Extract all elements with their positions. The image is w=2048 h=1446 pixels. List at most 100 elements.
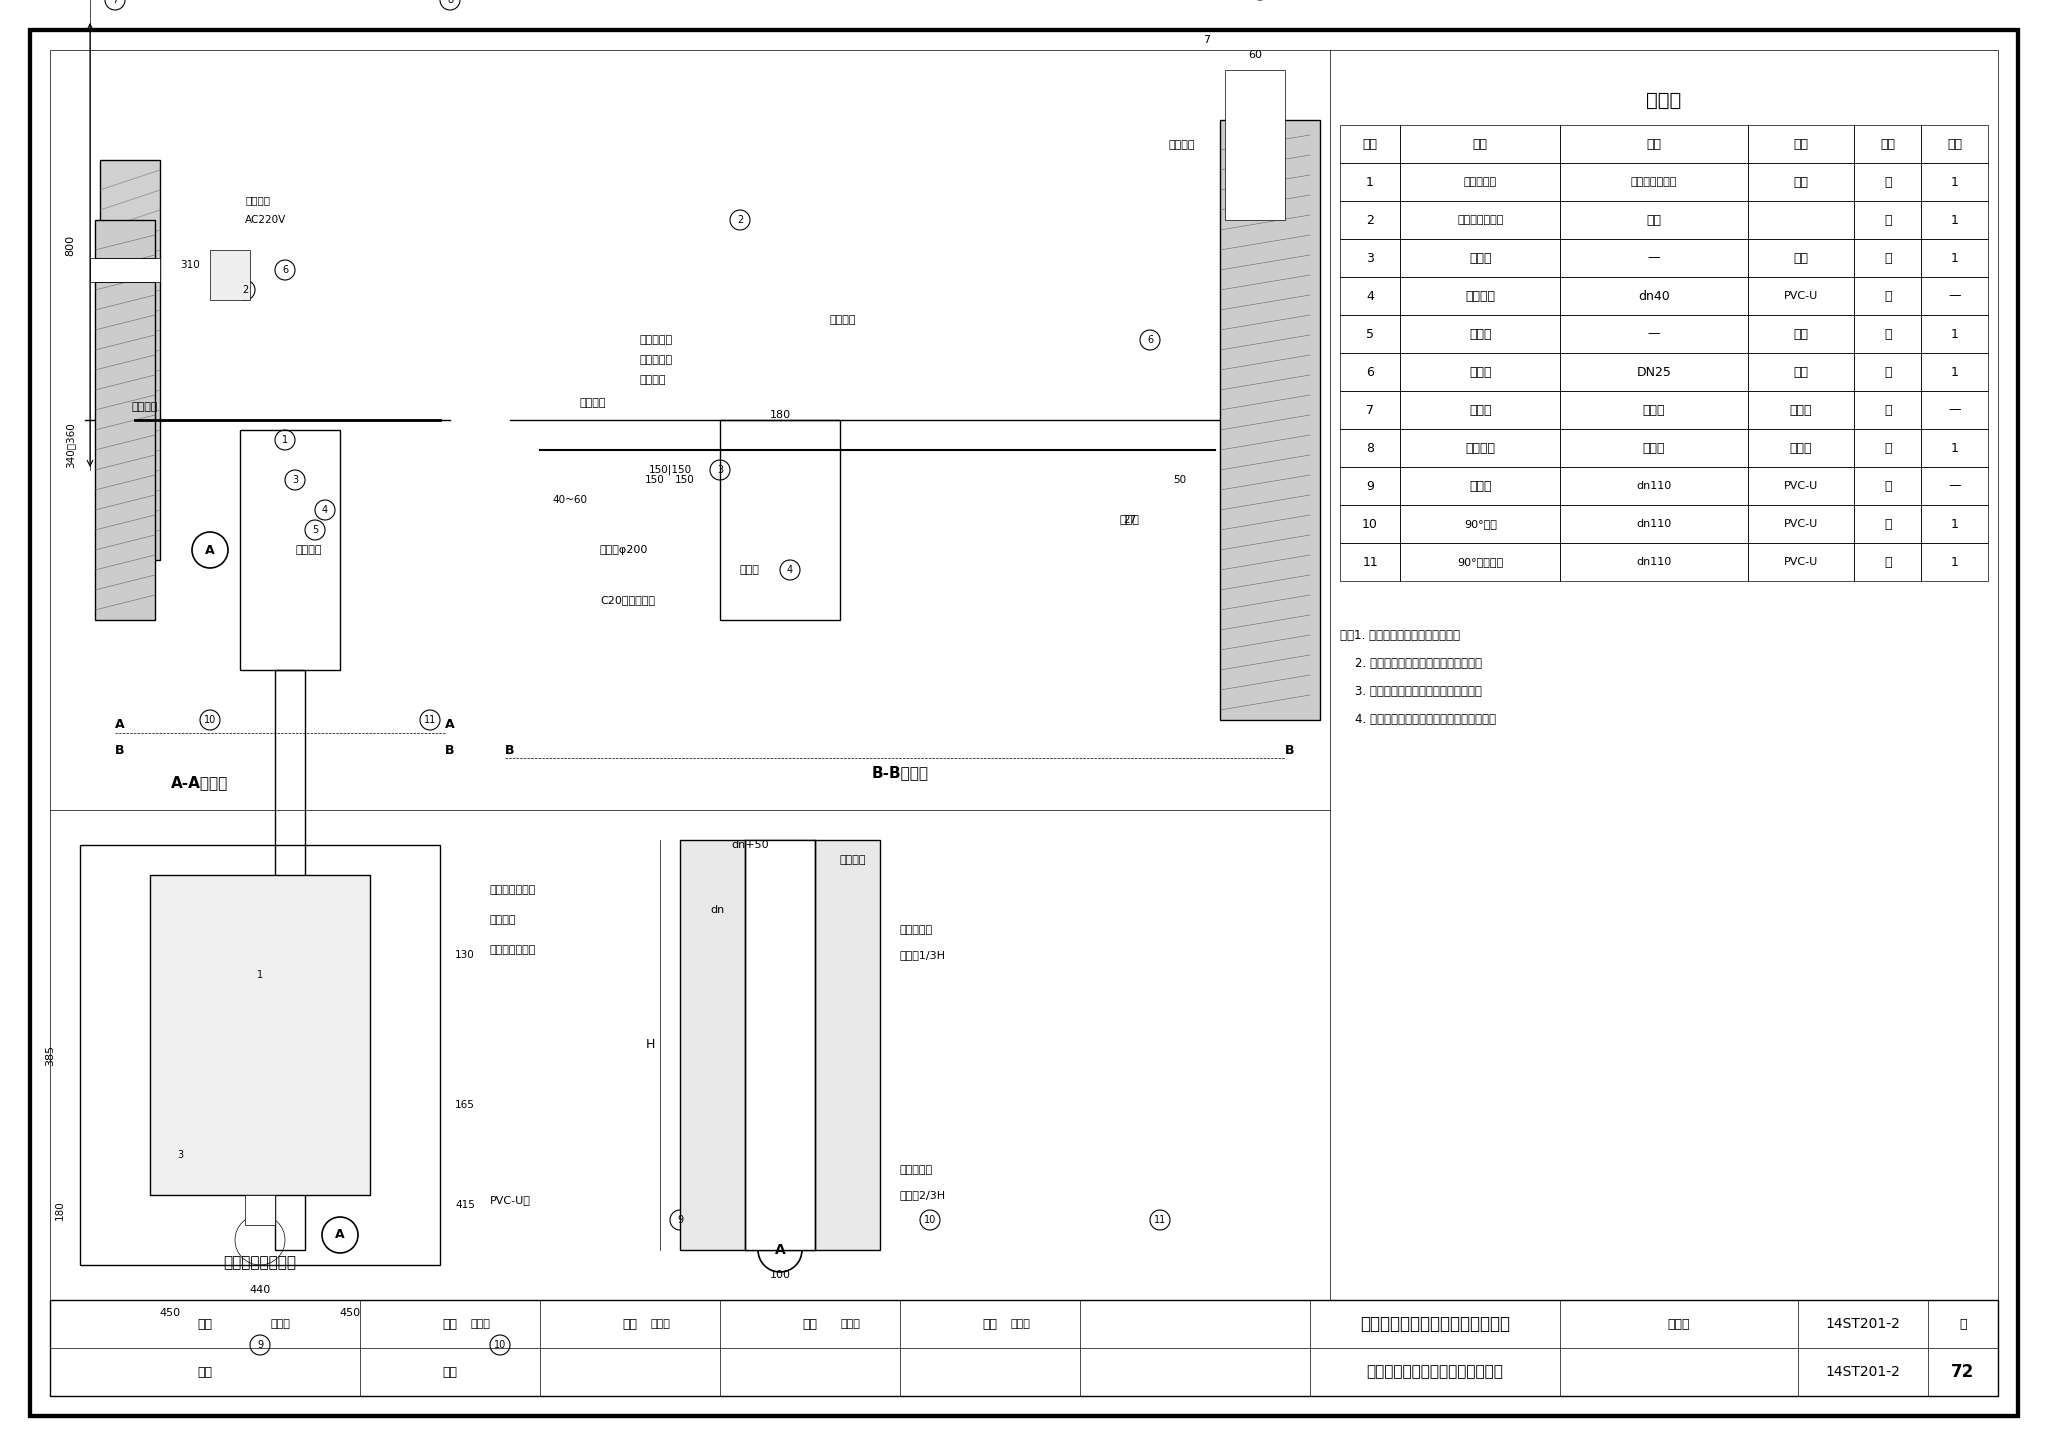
Bar	[1921, 390, 1989, 429]
Text: B: B	[506, 743, 514, 756]
Text: dn110: dn110	[1636, 482, 1671, 492]
Bar	[1853, 390, 1921, 429]
Text: 150|150: 150|150	[649, 464, 692, 476]
Text: 规格: 规格	[1647, 137, 1661, 150]
Text: 1: 1	[1950, 441, 1958, 454]
Bar	[1747, 353, 1853, 390]
Text: 3: 3	[293, 474, 299, 484]
Text: 1: 1	[1950, 555, 1958, 568]
Text: 郭俊荣: 郭俊荣	[270, 1319, 291, 1329]
Text: 钢筋混凝土楼板: 钢筋混凝土楼板	[489, 946, 537, 954]
Bar	[80, 844, 440, 1265]
Text: 385: 385	[45, 1044, 55, 1066]
Bar	[1401, 429, 1561, 467]
Text: 2: 2	[737, 215, 743, 226]
Bar	[1561, 429, 1747, 467]
Text: —: —	[1948, 289, 1960, 302]
Text: 止水翼环: 止水翼环	[840, 855, 866, 865]
Bar	[1401, 315, 1561, 353]
Bar	[1561, 315, 1747, 353]
Text: 10: 10	[205, 714, 217, 724]
Bar	[1561, 124, 1747, 163]
Text: 隔污器: 隔污器	[1468, 327, 1491, 340]
Bar	[1747, 505, 1853, 544]
Text: 440: 440	[250, 1285, 270, 1296]
Text: 3: 3	[717, 466, 723, 474]
Text: 2. 冷水管明装或暗装形式由设计确定。: 2. 冷水管明装或暗装形式由设计确定。	[1339, 656, 1483, 669]
Text: 材料: 材料	[1794, 137, 1808, 150]
Text: A: A	[115, 719, 125, 732]
Text: 8: 8	[446, 0, 453, 4]
Text: 米: 米	[1884, 480, 1892, 493]
Text: 10: 10	[924, 1215, 936, 1225]
Bar	[1921, 353, 1989, 390]
Bar	[1853, 505, 1921, 544]
Text: —: —	[1948, 480, 1960, 493]
Text: 排水管: 排水管	[1468, 480, 1491, 493]
Text: 90°顺水三通: 90°顺水三通	[1458, 557, 1503, 567]
Text: 1: 1	[1950, 214, 1958, 227]
Bar	[1401, 278, 1561, 315]
Text: C20细石混凝土: C20细石混凝土	[600, 594, 655, 604]
Text: 郁信刚: 郁信刚	[471, 1319, 489, 1329]
Text: 450: 450	[160, 1309, 180, 1317]
Text: 180: 180	[770, 411, 791, 419]
Text: 50: 50	[1174, 474, 1186, 484]
Bar	[1747, 467, 1853, 505]
Text: 蹲式大便器: 蹲式大便器	[1464, 176, 1497, 187]
Text: A: A	[336, 1229, 344, 1242]
Text: 6: 6	[283, 265, 289, 275]
Ellipse shape	[211, 1074, 309, 1155]
Text: PVC-U管: PVC-U管	[489, 1194, 530, 1205]
Bar	[1561, 467, 1747, 505]
Text: 1: 1	[256, 970, 262, 980]
Text: 审核: 审核	[197, 1365, 213, 1378]
Text: 审定: 审定	[442, 1365, 457, 1378]
Bar	[1853, 239, 1921, 278]
Bar	[240, 429, 340, 669]
Text: 冷水管: 冷水管	[1468, 403, 1491, 416]
Text: 1: 1	[1950, 366, 1958, 379]
Text: A-A剖面图: A-A剖面图	[172, 775, 229, 790]
Text: 165: 165	[455, 1100, 475, 1111]
Text: 止水翼环: 止水翼环	[295, 545, 322, 555]
Text: 9: 9	[1366, 480, 1374, 493]
Text: B: B	[1286, 743, 1294, 756]
Text: B: B	[444, 743, 455, 756]
Text: 异径三通: 异径三通	[1464, 441, 1495, 454]
Text: 埋入式感应冲洗阀蹲式大便器安装: 埋入式感应冲洗阀蹲式大便器安装	[1366, 1365, 1503, 1379]
Text: —: —	[1649, 252, 1661, 265]
Bar	[1561, 353, 1747, 390]
Text: 蹲式大便器平面图: 蹲式大便器平面图	[223, 1255, 297, 1270]
Bar	[721, 419, 840, 620]
Bar	[1853, 315, 1921, 353]
Bar	[1339, 163, 1401, 201]
Bar	[1921, 239, 1989, 278]
Text: 2: 2	[242, 285, 248, 295]
Text: 第二次浇捣: 第二次浇捣	[899, 1165, 934, 1176]
Bar	[1225, 69, 1284, 220]
Bar	[1921, 429, 1989, 467]
Text: —: —	[1649, 327, 1661, 340]
Text: 310: 310	[180, 260, 201, 270]
Text: 杨树信: 杨树信	[649, 1319, 670, 1329]
Text: 6: 6	[1366, 366, 1374, 379]
Text: PVC-U: PVC-U	[1784, 482, 1819, 492]
Bar	[1747, 124, 1853, 163]
Bar	[1221, 120, 1321, 720]
Text: 个: 个	[1884, 555, 1892, 568]
Bar	[1561, 278, 1747, 315]
Bar	[1747, 390, 1853, 429]
Text: 800: 800	[66, 234, 76, 256]
Text: 楼板面层: 楼板面层	[489, 915, 516, 925]
Bar	[1401, 239, 1561, 278]
Text: AC220V: AC220V	[246, 215, 287, 226]
Text: 180: 180	[55, 1200, 66, 1220]
Text: 埋入式感应冲洗阀蹲式大便器安装: 埋入式感应冲洗阀蹲式大便器安装	[1360, 1314, 1509, 1333]
Text: 10: 10	[494, 1340, 506, 1351]
Text: 1: 1	[283, 435, 289, 445]
Text: 6: 6	[1147, 335, 1153, 346]
Bar	[1853, 278, 1921, 315]
Text: DN25: DN25	[1636, 366, 1671, 379]
Text: 14ST201-2: 14ST201-2	[1825, 1317, 1901, 1330]
